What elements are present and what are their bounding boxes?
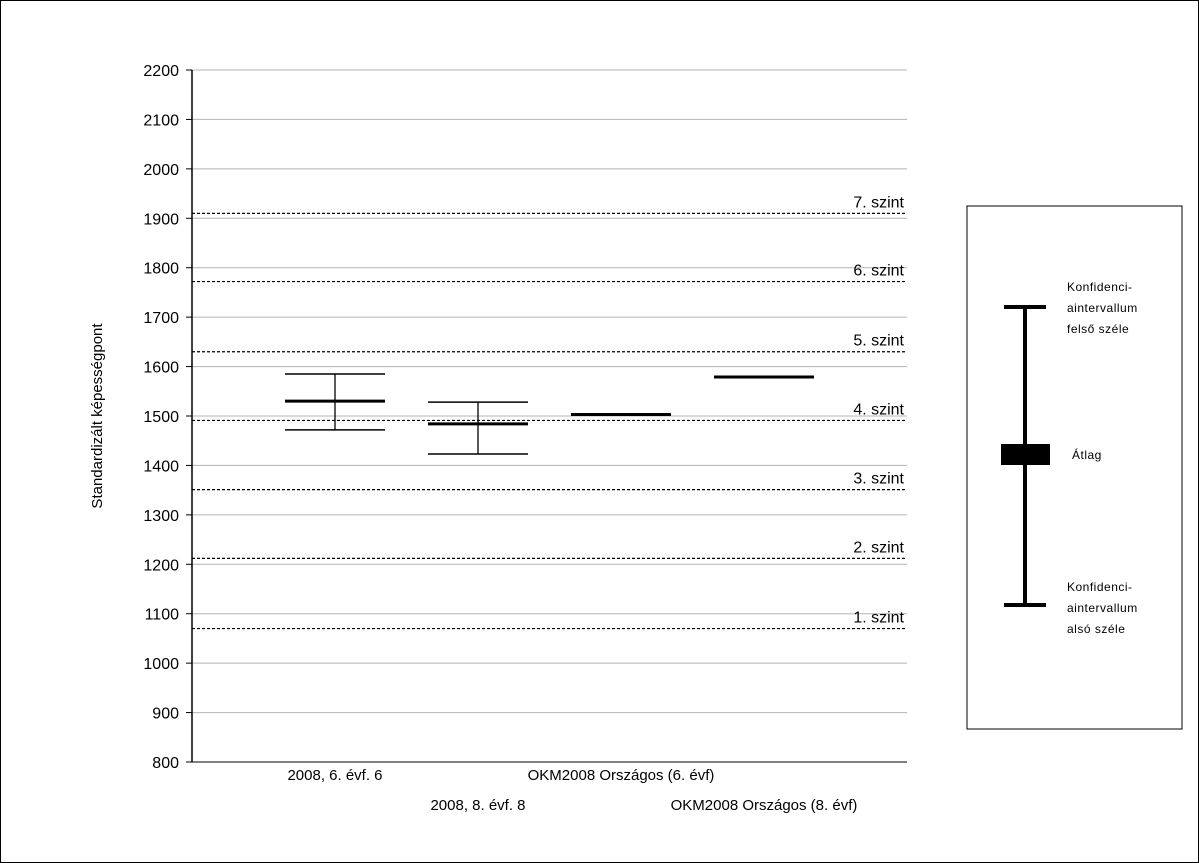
legend-mean-label: Átlag xyxy=(1072,447,1102,462)
y-tick-label: 1100 xyxy=(145,607,180,624)
y-tick-label: 1800 xyxy=(143,261,179,278)
y-tick-label: 1500 xyxy=(143,409,179,426)
category-label: OKM2008 Országos (8. évf) xyxy=(671,797,858,814)
y-tick-label: 1300 xyxy=(143,508,179,525)
legend-lower-label-3: alsó széle xyxy=(1067,622,1125,636)
y-tick-label: 1900 xyxy=(143,211,179,228)
y-tick-label: 1400 xyxy=(143,458,179,475)
legend-upper-label-1: Konfidenci- xyxy=(1067,280,1133,294)
error-bars xyxy=(285,373,814,455)
category-label: 2008, 8. évf. 8 xyxy=(430,797,525,814)
category-label: OKM2008 Országos (6. évf) xyxy=(528,767,715,784)
gridlines xyxy=(192,69,907,714)
y-tick-label: 1200 xyxy=(143,557,179,574)
level-label: 5. szint xyxy=(853,333,904,350)
legend-lower-label-1: Konfidenci- xyxy=(1067,580,1133,594)
y-axis: 800 900 1000 1100 1200 1300 1400 1500 1600 1700 18… xyxy=(143,63,907,772)
legend: Konfidenci- aintervallum felső széle Átl… xyxy=(966,205,1183,730)
legend-upper-label-2: aintervallum xyxy=(1067,301,1138,315)
y-tick-label: 1000 xyxy=(143,656,179,673)
level-label: 2. szint xyxy=(853,539,904,556)
y-axis-label: Standardizált képességpont xyxy=(89,323,106,509)
y-tick-label: 2100 xyxy=(143,112,179,129)
y-tick-label: 900 xyxy=(152,706,179,723)
legend-box xyxy=(966,205,1183,730)
category-label: 2008, 6. évf. 6 xyxy=(287,767,382,784)
y-tick-label: 2200 xyxy=(143,63,179,80)
level-label: 7. szint xyxy=(853,194,904,211)
legend-mean-marker xyxy=(1001,444,1050,465)
y-tick-label: 800 xyxy=(152,755,179,772)
level-label: 3. szint xyxy=(853,471,904,488)
level-lines: 1. szint 2. szint 3. szint 4. szint 5. szint… xyxy=(192,194,907,630)
level-label: 6. szint xyxy=(853,263,904,280)
legend-lower-label-2: aintervallum xyxy=(1067,601,1138,615)
y-tick-label: 2000 xyxy=(143,162,179,179)
legend-upper-label-3: felső széle xyxy=(1067,322,1129,336)
level-label: 1. szint xyxy=(853,610,904,627)
y-tick-label: 1700 xyxy=(143,310,179,327)
y-tick-label: 1600 xyxy=(143,360,179,377)
level-label: 4. szint xyxy=(853,401,904,418)
